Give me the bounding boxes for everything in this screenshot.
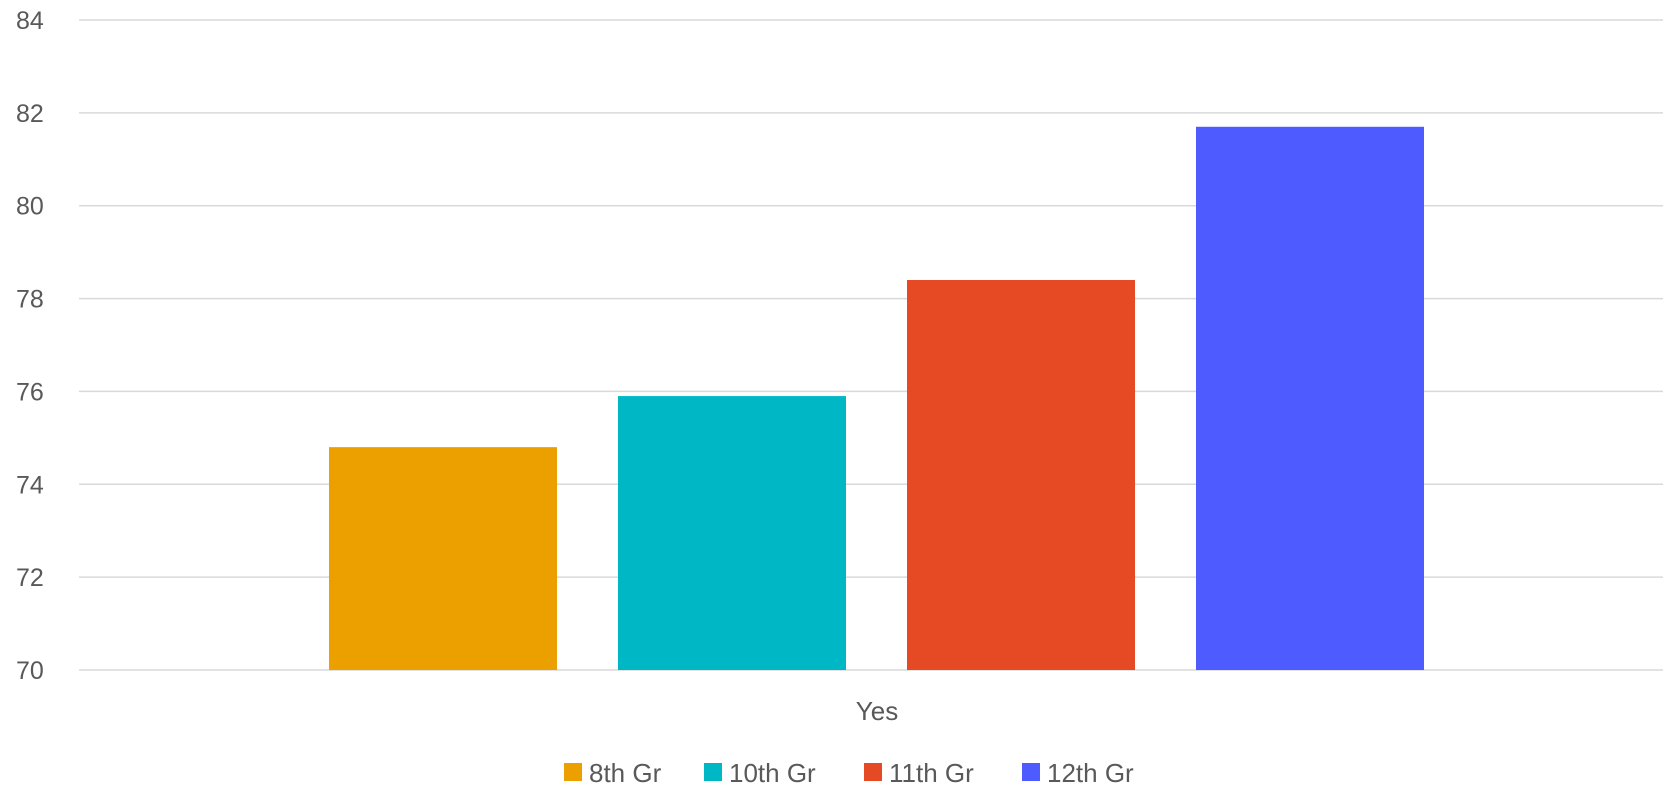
legend-item-8th-gr: 8th Gr xyxy=(564,758,662,788)
gridlines xyxy=(79,19,1663,671)
legend-swatch xyxy=(864,763,882,781)
legend-label: 10th Gr xyxy=(729,758,816,786)
y-tick-label: 82 xyxy=(16,100,44,128)
bar-8th-gr xyxy=(329,447,557,670)
y-tick-label: 78 xyxy=(16,286,44,314)
y-tick-label: 70 xyxy=(16,657,44,685)
bar-11th-gr xyxy=(907,280,1135,670)
legend: 8th Gr 10th Gr 11th Gr 12th Gr xyxy=(564,758,1134,788)
legend-swatch xyxy=(704,763,722,781)
legend-item-11th-gr: 11th Gr xyxy=(864,758,974,788)
y-tick-label: 72 xyxy=(16,564,44,592)
legend-label: 12th Gr xyxy=(1047,758,1134,786)
legend-label: 11th Gr xyxy=(889,758,974,786)
x-category-label: Yes xyxy=(856,696,898,726)
y-tick-label: 84 xyxy=(16,7,44,35)
x-axis-category-labels: Yes xyxy=(856,696,898,726)
legend-item-10th-gr: 10th Gr xyxy=(704,758,816,788)
y-axis-tick-labels: 70 72 74 76 78 80 82 84 xyxy=(16,7,44,685)
y-tick-label: 80 xyxy=(16,193,44,221)
y-tick-label: 74 xyxy=(16,471,44,499)
bars xyxy=(329,126,1424,671)
legend-swatch xyxy=(1022,763,1040,781)
bar-12th-gr xyxy=(1196,126,1424,671)
bar-10th-gr xyxy=(618,396,846,670)
legend-item-12th-gr: 12th Gr xyxy=(1022,758,1134,788)
legend-label: 8th Gr xyxy=(589,758,662,786)
legend-swatch xyxy=(564,763,582,781)
y-tick-label: 76 xyxy=(16,378,44,406)
